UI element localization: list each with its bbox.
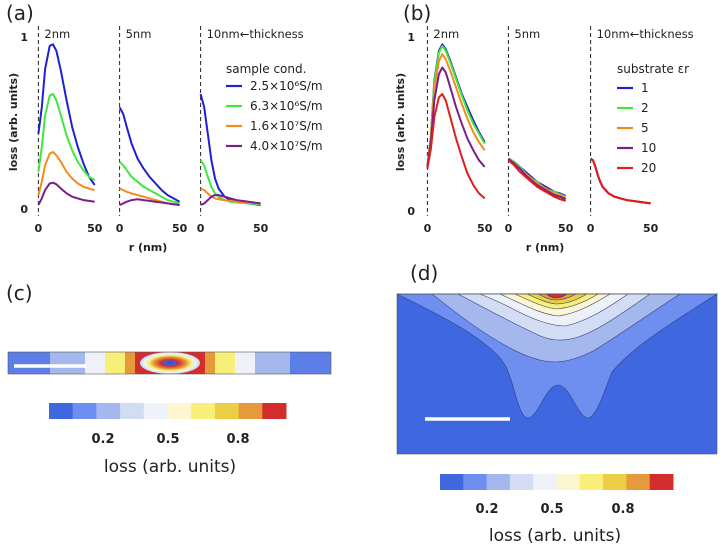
heatmap-c-hotspot <box>140 352 200 374</box>
xtick-b-1-0: 0 <box>505 222 513 235</box>
subplot-label-b-0: 2nm <box>433 27 459 41</box>
legend-entry-b-3: 10 <box>641 141 656 155</box>
panel-letter-b: (b) <box>403 1 431 25</box>
colorbar-c-cell-0 <box>49 403 74 419</box>
ytick-a-0: 0 <box>20 203 28 216</box>
series-line-a-0-2 <box>37 151 95 196</box>
series-line-a-1-1 <box>118 161 180 205</box>
series-line-b-0-4 <box>426 93 486 200</box>
ylabel-b: loss (arb. units) <box>394 73 407 171</box>
legend-entry-b-0: 1 <box>641 81 649 95</box>
series-line-a-0-0 <box>37 43 96 186</box>
ytick-a-1: 1 <box>20 31 28 44</box>
subplot-label-a-1: 5nm <box>126 27 152 41</box>
legend-entry-a-1: 6.3×10⁶S/m <box>250 99 323 113</box>
xtick-a-2-0: 0 <box>197 222 205 235</box>
xtick-b-2-0: 0 <box>587 222 595 235</box>
xtick-a-0-1: 50 <box>87 222 103 235</box>
colorbar-c-cell-3 <box>120 403 145 419</box>
chart-b: 2nm 0 50 5nm 0 50 10nm←thickness 0 50 1 2 5 10 20 <box>424 26 694 235</box>
colorbar-d-cell-9 <box>649 474 674 490</box>
legend-title-a: sample cond. <box>226 62 306 76</box>
legend-entry-b-4: 20 <box>641 161 656 175</box>
subplot-label-b-1: 5nm <box>514 27 540 41</box>
colorbar-d-cell-1 <box>463 474 488 490</box>
colorbar-c-cell-2 <box>96 403 121 419</box>
colorbar-d-cell-3 <box>509 474 534 490</box>
colorbar-d-tick-0: 0.2 <box>475 502 498 517</box>
series-line-b-0-1 <box>426 44 486 168</box>
heatmap-c-border <box>7 351 332 375</box>
colorbar-c-cell-9 <box>262 403 287 419</box>
xtick-a-2-1: 50 <box>253 222 269 235</box>
series-line-b-2-4 <box>590 157 651 205</box>
xtick-b-0-1: 50 <box>477 222 493 235</box>
legend-entry-a-3: 4.0×10⁷S/m <box>250 139 323 153</box>
xtick-a-1-1: 50 <box>172 222 188 235</box>
colorbar-d-cell-2 <box>486 474 511 490</box>
xtick-a-0-0: 0 <box>35 222 43 235</box>
colorbar-c-cell-1 <box>72 403 97 419</box>
colorbar-c-tick-2: 0.8 <box>226 432 249 447</box>
xlabel-b: r (nm) <box>526 241 565 254</box>
colorbar-c-cell-6 <box>191 403 216 419</box>
ytick-b-1: 1 <box>407 31 415 44</box>
xtick-a-1-0: 0 <box>116 222 124 235</box>
xtick-b-2-1: 50 <box>643 222 659 235</box>
series-line-a-2-3 <box>200 194 261 206</box>
panel-letter-a: (a) <box>6 1 34 25</box>
ylabel-a: loss (arb. units) <box>7 73 20 171</box>
colorbar-c-title: loss (arb. units) <box>104 457 236 477</box>
series-line-b-0-2 <box>426 53 486 168</box>
panel-letter-d: (d) <box>410 261 438 285</box>
xtick-b-1-1: 50 <box>558 222 574 235</box>
series-line-a-1-0 <box>118 106 181 203</box>
colorbar-d <box>440 474 674 490</box>
colorbar-d-cell-7 <box>603 474 627 490</box>
xtick-b-0-0: 0 <box>424 222 432 235</box>
legend-entry-a-2: 1.6×10⁷S/m <box>250 119 323 133</box>
legend-entry-b-2: 5 <box>641 121 649 135</box>
colorbar-d-cell-4 <box>533 474 557 490</box>
colorbar-c-cell-5 <box>167 403 192 419</box>
series-line-a-0-1 <box>37 93 96 182</box>
series-line-b-1-4 <box>507 159 566 202</box>
colorbar-d-cell-8 <box>626 474 651 490</box>
colorbar-c-cell-4 <box>143 403 168 419</box>
subplot-label-a-0: 2nm <box>44 27 70 41</box>
colorbar-c-tick-1: 0.5 <box>156 432 179 447</box>
heatmap-d <box>396 293 719 455</box>
series-line-a-0-3 <box>37 181 95 206</box>
series-line-b-1-1 <box>507 157 567 198</box>
series-line-a-2-2 <box>200 187 261 205</box>
colorbar-d-cell-0 <box>440 474 464 490</box>
series-line-b-1-3 <box>507 157 567 201</box>
ytick-b-0: 0 <box>407 205 415 218</box>
panel-letter-c: (c) <box>6 281 33 305</box>
colorbar-c-tick-0: 0.2 <box>91 432 114 447</box>
subplot-label-a-2: 10nm←thickness <box>207 27 304 41</box>
colorbar-d-title: loss (arb. units) <box>489 526 621 546</box>
legend-entry-b-1: 2 <box>641 101 649 115</box>
colorbar-d-tick-2: 0.8 <box>611 502 634 517</box>
legend-title-b: substrate εr <box>617 62 689 76</box>
series-line-a-1-3 <box>119 198 180 206</box>
colorbar-c <box>49 403 287 419</box>
colorbar-c-cell-8 <box>238 403 263 419</box>
colorbar-d-tick-1: 0.5 <box>540 502 563 517</box>
heatmap-d-contour-9 <box>545 293 568 299</box>
colorbar-c-cell-7 <box>214 403 240 419</box>
colorbar-d-cell-5 <box>556 474 581 490</box>
series-line-b-0-3 <box>426 66 486 168</box>
colorbar-d-cell-6 <box>579 474 604 490</box>
legend-entry-a-0: 2.5×10⁶S/m <box>250 79 323 93</box>
xlabel-a: r (nm) <box>129 241 168 254</box>
heatmap-d-border <box>396 293 718 455</box>
heatmap-c <box>7 351 332 375</box>
subplot-label-b-2: 10nm←thickness <box>597 27 694 41</box>
chart-a: 2nm 0 50 5nm 0 50 10nm←thickness 0 50 2.5×10⁶S/m 6… <box>35 26 323 235</box>
